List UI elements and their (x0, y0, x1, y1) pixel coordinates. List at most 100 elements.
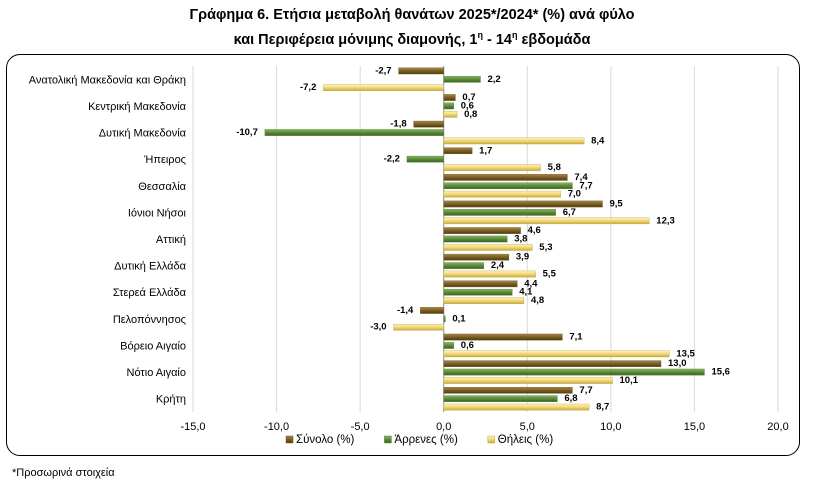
category-label: Ήπειρος (143, 154, 186, 166)
data-label-female: 5,5 (543, 269, 557, 280)
x-tick-label: -5,0 (351, 421, 370, 433)
bar-total (398, 67, 444, 75)
bar-total (443, 333, 563, 341)
data-label-total: 7,4 (574, 172, 588, 183)
title-line2-part2: - 14 (482, 31, 512, 48)
bar-male (443, 102, 454, 110)
data-label-male: -10,7 (236, 127, 258, 138)
x-tick-label: 0,0 (436, 421, 451, 433)
data-label-female: 4,8 (531, 295, 544, 306)
bar-total (443, 386, 573, 394)
title-line2-part1: και Περιφέρεια μόνιμης διαμονής, 1 (233, 31, 478, 48)
title-sup-2: η (511, 30, 518, 40)
data-label-male: 2,4 (491, 260, 505, 271)
data-label-male: 6,8 (564, 393, 577, 404)
category-label: Αττική (156, 234, 186, 246)
bar-total (443, 200, 603, 208)
bar-female (443, 403, 590, 411)
data-label-female: -7,2 (300, 82, 316, 93)
bar-total (443, 147, 473, 155)
data-label-male: 15,6 (711, 367, 730, 378)
data-label-male: 6,7 (563, 207, 576, 218)
bar-female (443, 190, 561, 198)
bar-total (443, 253, 510, 261)
data-label-male: 2,2 (487, 74, 500, 85)
title-line2-part3: εβδομάδα (517, 31, 591, 48)
chart-frame (6, 54, 800, 456)
legend-swatch-female (487, 435, 496, 444)
bar-total (443, 360, 662, 367)
data-label-total: 13,0 (668, 358, 687, 369)
legend-label-female: Θήλεις (%) (498, 434, 554, 446)
bar-male (443, 209, 556, 216)
data-label-male: 0,1 (452, 313, 466, 324)
chart-title-line2: και Περιφέρεια μόνιμης διαμονής, 1 η - 14… (0, 26, 824, 50)
category-label: Στερεά Ελλάδα (113, 287, 187, 299)
bar-total (443, 280, 518, 288)
bar-female (443, 137, 585, 145)
bar-female (443, 164, 541, 171)
category-label: Πελοπόννησος (113, 314, 186, 326)
bar-female (393, 323, 444, 331)
bar-male (264, 129, 444, 136)
bar-female (323, 84, 444, 92)
legend-swatch-total (285, 435, 294, 444)
bar-male (443, 182, 573, 190)
data-label-female: 12,3 (656, 215, 675, 226)
data-label-female: 10,1 (620, 375, 639, 386)
data-label-female: 8,4 (591, 135, 605, 146)
data-label-female: 13,5 (676, 348, 695, 359)
bar-total (443, 227, 521, 234)
chart-title-line1: Γράφημα 6. Ετήσια μεταβολή θανάτων 2025*… (189, 7, 635, 23)
bar-male (443, 262, 485, 269)
bar-total (420, 307, 444, 314)
legend-swatch-male (384, 435, 392, 444)
bar-female (443, 244, 533, 251)
bar-male (443, 368, 705, 376)
category-label: Νότιο Αιγαίο (127, 367, 186, 379)
x-tick-label: 20,0 (767, 421, 788, 433)
data-label-total: 7,1 (569, 332, 583, 343)
data-label-total: 4,4 (524, 278, 538, 289)
bar-male (443, 235, 508, 243)
bar-male (443, 288, 513, 296)
category-label: Δυτική Ελλάδα (114, 261, 186, 273)
data-label-male: 4,1 (519, 287, 533, 298)
data-label-female: 5,3 (539, 242, 552, 253)
data-label-male: 3,8 (514, 234, 527, 245)
category-label: Δυτική Μακεδονία (99, 128, 187, 140)
data-label-total: 3,9 (516, 252, 529, 263)
x-tick-label: 5,0 (520, 421, 535, 433)
legend-label-male: Άρρενες (%) (394, 434, 458, 446)
data-label-total: 9,5 (610, 198, 624, 209)
bar-total (413, 120, 444, 128)
data-label-total: -2,7 (375, 65, 391, 76)
data-label-total: 7,7 (579, 385, 592, 396)
category-label: Θεσσαλία (138, 181, 186, 193)
bar-female (443, 377, 613, 384)
x-tick-label: -15,0 (180, 421, 205, 433)
x-tick-label: 10,0 (600, 421, 621, 433)
category-label: Ανατολική Μακεδονία και Θράκη (29, 74, 186, 86)
category-label: Κεντρική Μακεδονία (88, 101, 187, 113)
data-label-total: -1,4 (397, 305, 414, 316)
data-label-total: 1,7 (479, 145, 492, 156)
bar-male (443, 76, 481, 83)
data-label-female: 5,8 (548, 162, 561, 173)
x-tick-label: -10,0 (264, 421, 289, 433)
data-label-female: -3,0 (370, 322, 386, 333)
category-label: Κρήτη (156, 394, 186, 406)
data-label-total: -1,8 (390, 119, 406, 130)
data-label-male: 0,6 (461, 340, 474, 351)
category-label: Ιόνιοι Νήσοι (128, 207, 187, 219)
data-label-male: 7,7 (579, 180, 592, 191)
bar-total (443, 94, 456, 101)
data-label-female: 8,7 (596, 402, 609, 413)
data-label-total: 0,7 (462, 92, 475, 103)
bar-male (443, 315, 446, 323)
bar-female (443, 111, 458, 118)
data-label-female: 7,0 (568, 189, 581, 200)
bar-male (443, 342, 454, 349)
bar-male (406, 155, 444, 163)
bar-female (443, 297, 525, 304)
